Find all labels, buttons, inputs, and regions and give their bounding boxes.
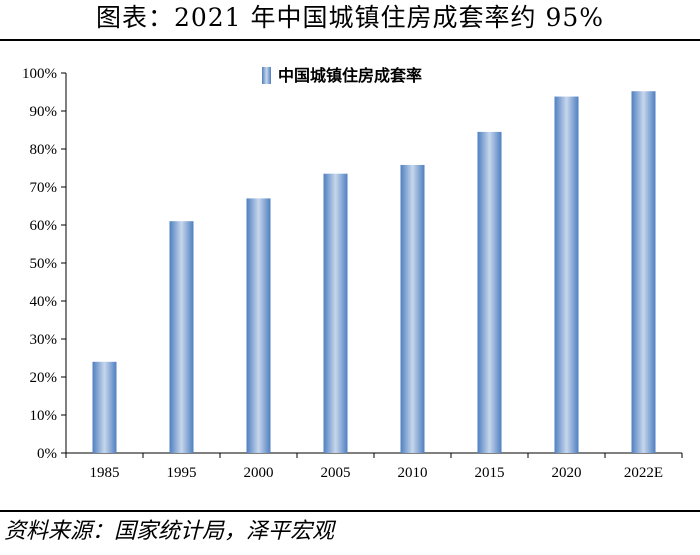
bar bbox=[169, 221, 194, 453]
x-tick-label: 1995 bbox=[167, 465, 197, 481]
x-tick-label: 2022E bbox=[624, 465, 663, 481]
plot-area: 0% 10% 20% 30% 40% 50% 60% 70% 80% 90% 100% 1985 199… bbox=[22, 66, 683, 481]
y-tick-label: 50% bbox=[30, 256, 58, 272]
source-divider bbox=[0, 510, 700, 512]
y-tick-label: 30% bbox=[30, 332, 58, 348]
x-tick-label: 2005 bbox=[321, 465, 351, 481]
y-tick-label: 0% bbox=[37, 446, 57, 462]
bar bbox=[323, 173, 348, 453]
bar bbox=[631, 91, 656, 454]
x-tick-label: 2020 bbox=[552, 465, 582, 481]
legend-swatch bbox=[262, 67, 271, 84]
legend-label: 中国城镇住房成套率 bbox=[278, 66, 422, 85]
y-tick-label: 60% bbox=[30, 218, 58, 234]
bar bbox=[400, 164, 425, 453]
bar bbox=[477, 131, 502, 453]
x-tick-label: 2015 bbox=[475, 465, 505, 481]
y-tick-label: 40% bbox=[30, 294, 58, 310]
y-tick-label: 80% bbox=[30, 142, 58, 158]
y-tick-label: 90% bbox=[30, 104, 58, 120]
x-tick-label: 1985 bbox=[90, 465, 120, 481]
y-tick-label: 100% bbox=[22, 66, 57, 82]
bar bbox=[246, 198, 271, 453]
y-tick-label: 70% bbox=[30, 180, 58, 196]
legend: 中国城镇住房成套率 bbox=[262, 66, 422, 85]
bar bbox=[92, 361, 117, 453]
source-note: 资料来源：国家统计局，泽平宏观 bbox=[4, 519, 335, 544]
x-tick-label: 2000 bbox=[244, 465, 274, 481]
bar bbox=[554, 96, 579, 453]
x-tick-label: 2010 bbox=[398, 465, 428, 481]
figure-title: 图表：2021 年中国城镇住房成套率约 95% bbox=[95, 3, 605, 32]
y-tick-label: 10% bbox=[30, 408, 58, 424]
bar-chart: 0% 10% 20% 30% 40% 50% 60% 70% 80% 90% 100% 1985 199… bbox=[22, 66, 683, 481]
title-divider bbox=[0, 39, 700, 41]
y-tick-label: 20% bbox=[30, 370, 58, 386]
